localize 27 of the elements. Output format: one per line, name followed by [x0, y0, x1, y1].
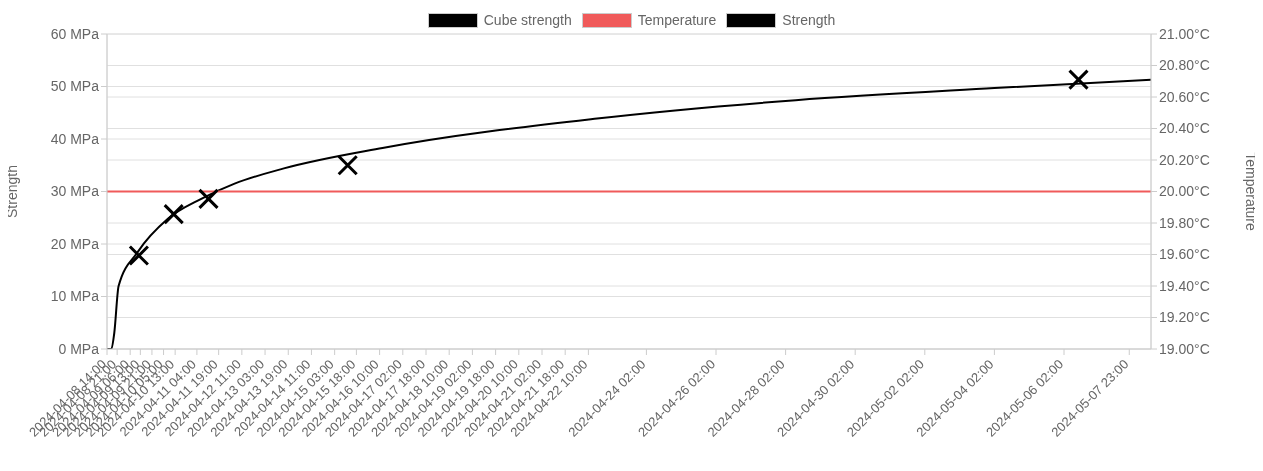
y2-tick-label: 19.60°C	[1159, 246, 1210, 263]
y2-tick-label: 20.80°C	[1159, 57, 1210, 74]
y-tick-label: 10 MPa	[50, 288, 100, 305]
point	[1068, 69, 1089, 91]
point	[337, 154, 359, 176]
y2-tick-label: 19.40°C	[1159, 277, 1210, 294]
point	[198, 188, 219, 210]
y-tick-label: 40 MPa	[50, 130, 100, 147]
y-tick-label: 50 MPa	[50, 78, 100, 95]
y2-tick-label: 19.00°C	[1159, 340, 1210, 357]
legend-label: Strength	[782, 12, 836, 28]
y2-tick-label: 20.00°C	[1159, 183, 1210, 200]
legend-label: Temperature	[637, 12, 717, 28]
y2-tick-label: 21.00°C	[1159, 25, 1210, 42]
y2-tick-label: 20.60°C	[1159, 88, 1210, 105]
point	[163, 203, 185, 225]
y2-tick-label: 19.20°C	[1159, 309, 1210, 326]
y-tick-label: 60 MPa	[50, 25, 100, 42]
y2-tick-label: 19.80°C	[1159, 214, 1210, 231]
y2-axis-title: Temperature	[1243, 152, 1260, 232]
y2-tick-label: 20.40°C	[1159, 120, 1210, 137]
point	[128, 245, 150, 267]
y-tick-label: 20 MPa	[50, 235, 100, 252]
y-tick-label: 0 MPa	[58, 340, 100, 357]
y2-tick-label: 20.20°C	[1159, 151, 1210, 168]
legend-label: Cube strength	[483, 12, 572, 28]
y-tick-label: 30 MPa	[50, 183, 100, 200]
